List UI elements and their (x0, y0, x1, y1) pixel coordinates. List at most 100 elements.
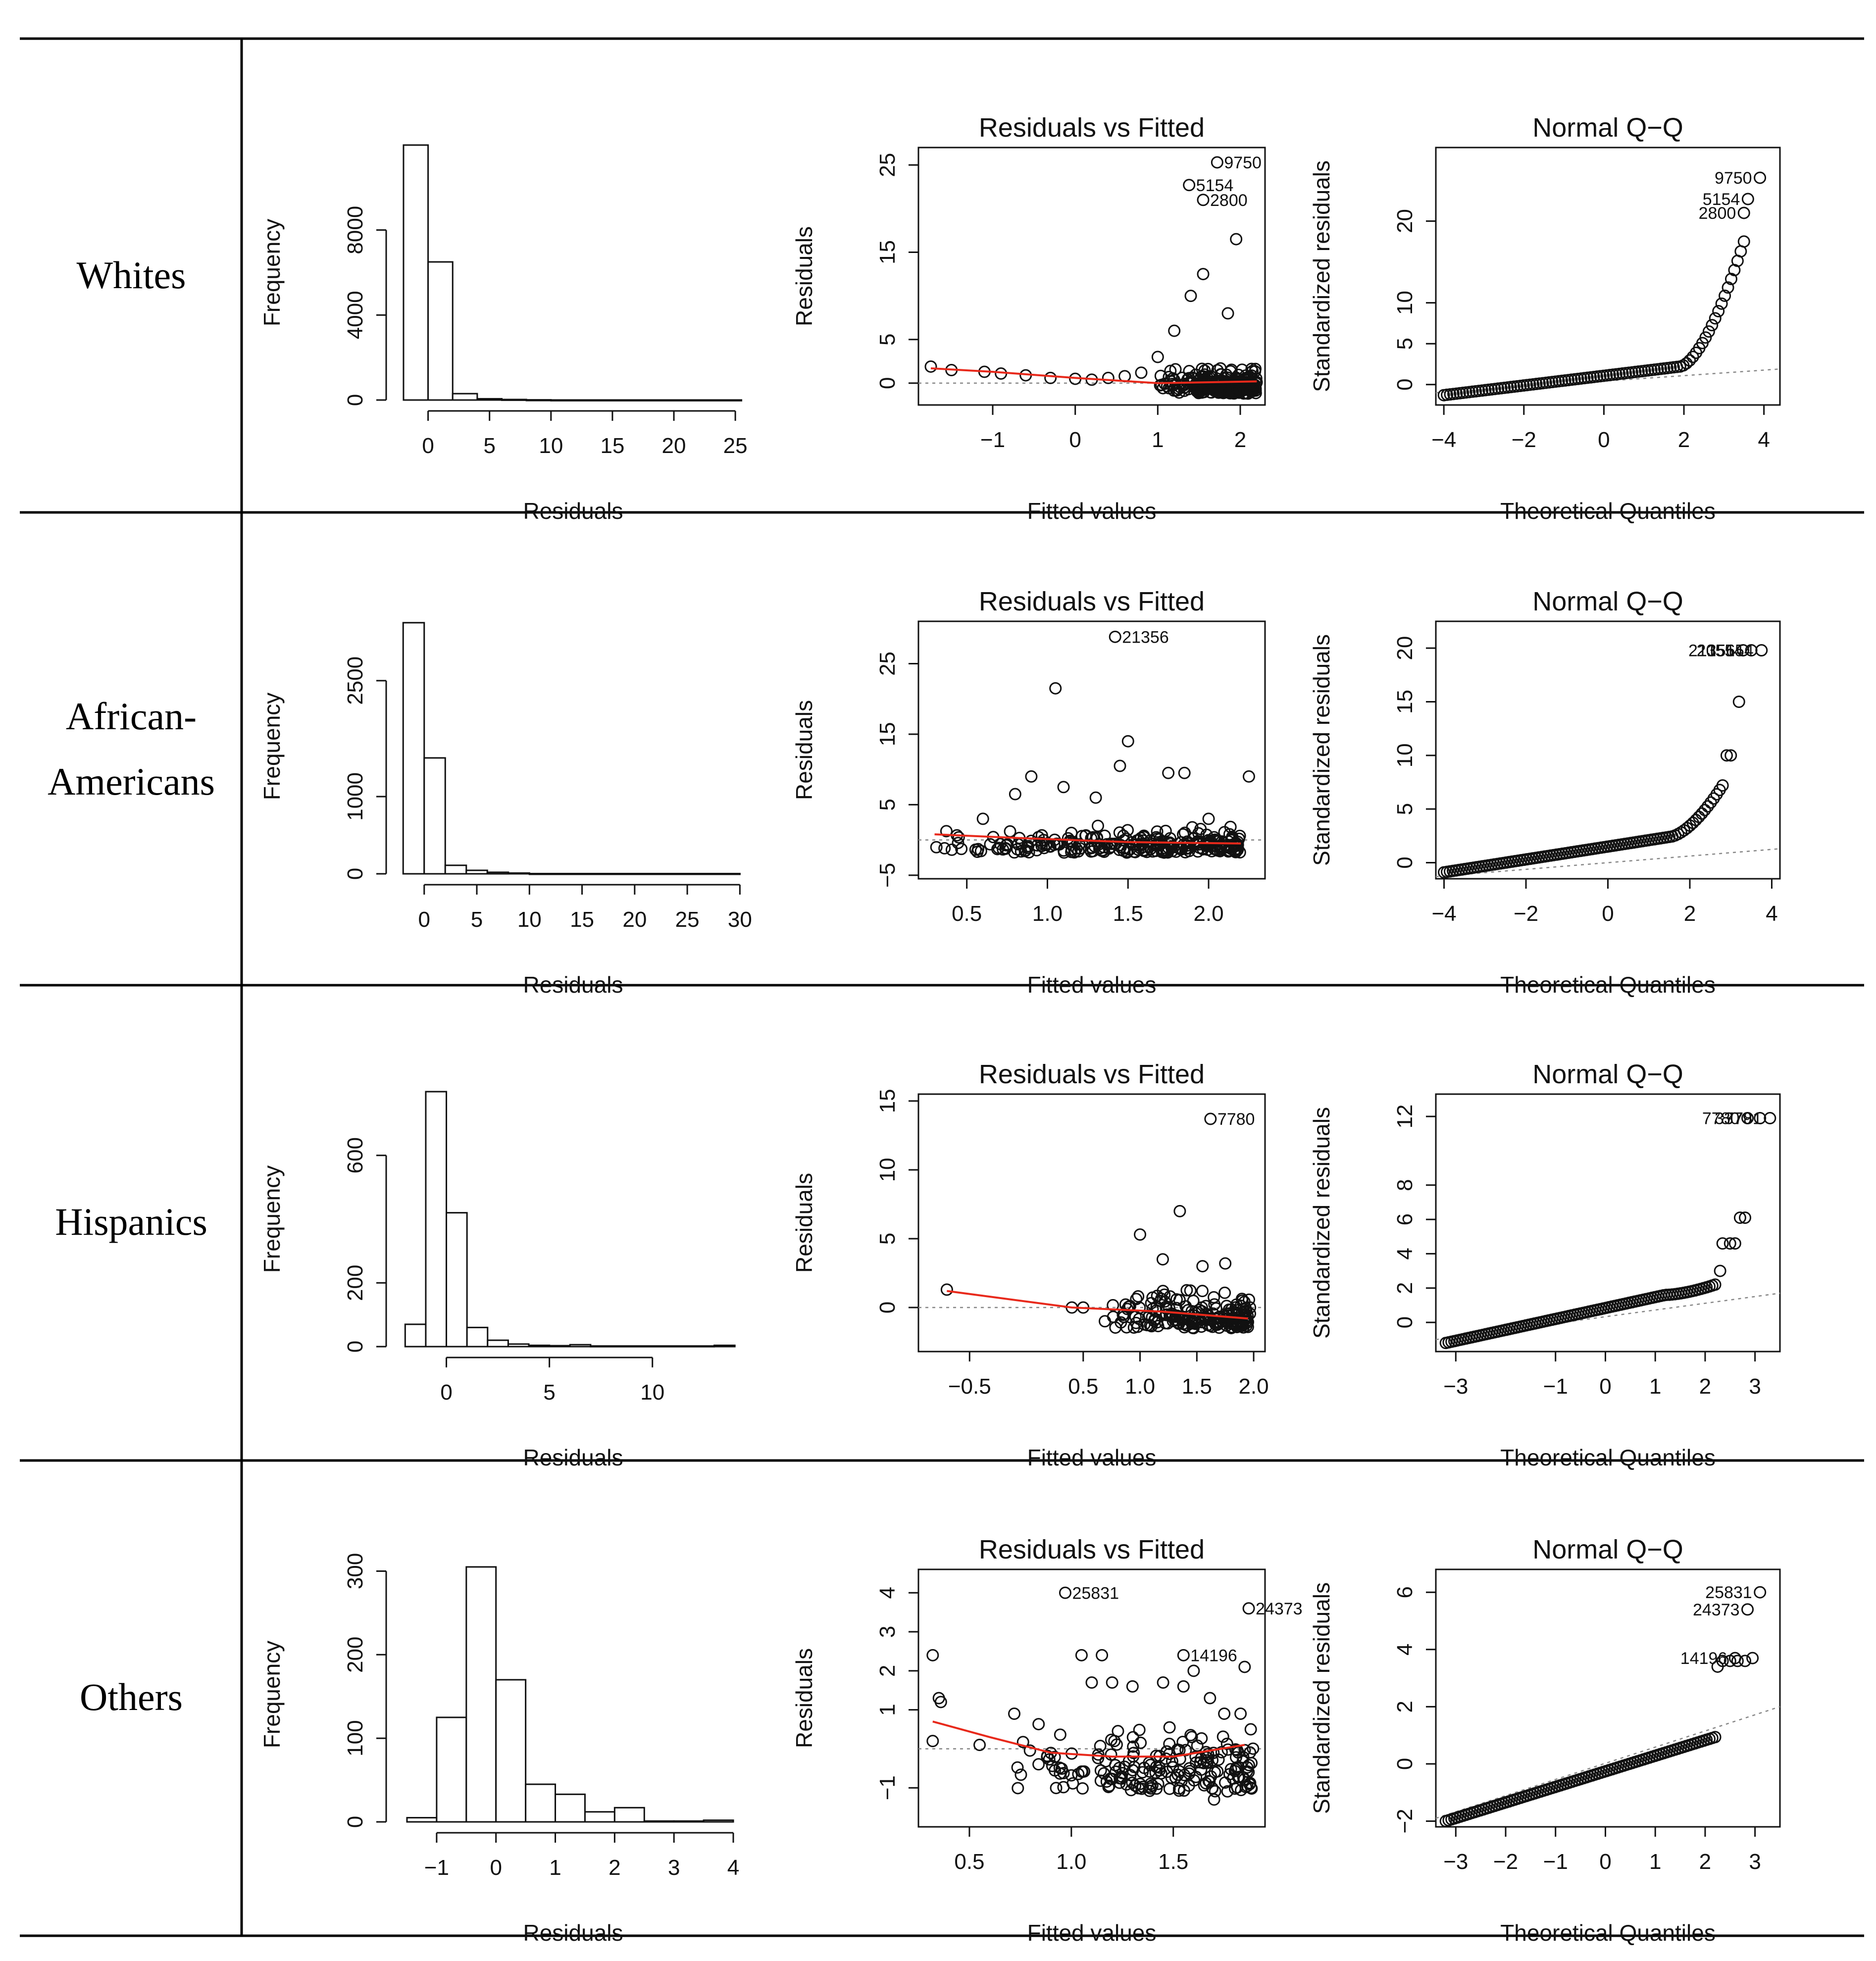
outlier-point (1242, 1602, 1255, 1615)
outlier-point (1204, 1112, 1217, 1125)
residual-point (1206, 1754, 1219, 1767)
outlier-point (1728, 1652, 1741, 1664)
residual-point (973, 1739, 986, 1752)
residual-point (1144, 843, 1157, 855)
histogram-bar (613, 1807, 645, 1823)
outlier-label: 2800 (1699, 204, 1736, 223)
residual-point (1014, 1768, 1027, 1781)
y-tick-label: 5 (1393, 803, 1417, 815)
residual-point (1215, 377, 1228, 390)
histogram-bar (436, 1716, 467, 1823)
qq-point (1737, 235, 1750, 248)
residual-point (1221, 307, 1234, 320)
residual-point (1127, 1321, 1140, 1334)
histogram-bar (507, 1343, 530, 1348)
residual-point (1130, 834, 1143, 847)
residual-point (1244, 1723, 1257, 1736)
x-tick-label: 10 (539, 434, 563, 458)
qq-point (1699, 331, 1712, 344)
residual-point (1004, 825, 1016, 838)
y-tick-label: 20 (1393, 636, 1417, 660)
residual-point (1032, 1758, 1045, 1771)
residual-point (1162, 766, 1175, 779)
x-tick-label: 2 (1678, 428, 1690, 452)
qq-point (1724, 1237, 1736, 1250)
residual-point (1221, 1785, 1234, 1798)
outlier-label: 21356 (1688, 642, 1735, 660)
x-tick-label: 0 (440, 1380, 452, 1405)
residual-point (1091, 831, 1104, 844)
x-tick-label: 0 (1598, 428, 1610, 452)
residuals-vs-fitted-chart: 0.5 1.0 1.5 2.0 −5 5 15 25 21356 Residuals vs Fit… (791, 587, 1266, 998)
y-tick-label: −1 (875, 1775, 900, 1800)
residual-point (1187, 1294, 1200, 1307)
x-tick-label: −0.5 (948, 1374, 991, 1399)
x-tick-label: 20 (662, 434, 686, 458)
outlier-point (1741, 1603, 1754, 1616)
residual-point (1171, 1314, 1184, 1327)
lowess-smooth-line (932, 1720, 1245, 1758)
chart-title: Normal Q−Q (1532, 1535, 1683, 1564)
residual-point (1116, 1767, 1129, 1780)
x-tick-label: 1 (1152, 428, 1164, 452)
y-tick-label: 2500 (343, 656, 367, 705)
residual-point (1175, 1774, 1188, 1787)
y-tick-label: 0 (343, 868, 367, 880)
outlier-point (1741, 1112, 1754, 1125)
residual-point (1019, 844, 1032, 856)
residual-point (955, 843, 968, 855)
x-tick-label: 30 (728, 907, 752, 932)
qq-point (1686, 351, 1699, 363)
x-tick-label: 1.5 (1182, 1374, 1212, 1399)
x-tick-label: −1 (1543, 1850, 1568, 1874)
x-tick-label: 15 (600, 434, 624, 458)
outlier-label: 20554 (1697, 642, 1744, 660)
x-tick-label: 2 (1684, 902, 1696, 926)
residual-point (1150, 1782, 1163, 1795)
residual-point (1134, 1228, 1147, 1241)
y-axis-label: Residuals (791, 1173, 817, 1273)
histogram-bar (550, 399, 743, 402)
chart-title: Residuals vs Fitted (979, 1059, 1205, 1089)
outlier-point (1211, 156, 1223, 169)
x-axis-label: Residuals (523, 498, 623, 524)
residual-point (952, 837, 964, 850)
histogram-bar (487, 1339, 509, 1348)
residual-point (1151, 351, 1164, 363)
y-tick-label: 6 (1393, 1586, 1417, 1598)
y-tick-label: 4 (1393, 1644, 1417, 1656)
x-axis-label: Residuals (523, 1920, 623, 1946)
x-tick-label: 1 (549, 1856, 561, 1880)
residual-point (1163, 1721, 1176, 1734)
qq-point (1731, 1655, 1744, 1667)
histogram-bar (525, 399, 552, 402)
y-axis-label: Standardized residuals (1309, 160, 1334, 392)
outlier-label: 24373 (1693, 1601, 1740, 1619)
y-axis-label: Frequency (259, 693, 285, 800)
histogram-bar (427, 261, 454, 401)
residual-point (1210, 374, 1222, 387)
outlier-label: 21356 (1122, 628, 1169, 647)
qq-point (1738, 1655, 1751, 1667)
residual-point (1106, 1676, 1118, 1689)
outlier-point (1109, 630, 1121, 643)
residual-point (1183, 365, 1196, 378)
x-axis-label: Theoretical Quantiles (1500, 972, 1716, 998)
residual-point (940, 1283, 953, 1296)
residual-point (1243, 1293, 1256, 1306)
outlier-point (1059, 1586, 1071, 1599)
residual-point (1135, 366, 1148, 379)
residual-point (1183, 1767, 1196, 1780)
residual-point (1177, 1680, 1190, 1693)
qq-point (1724, 272, 1737, 285)
qq-point (1733, 1211, 1746, 1224)
x-tick-label: −1 (980, 428, 1005, 452)
y-tick-label: 0 (1393, 856, 1417, 868)
residual-point (1008, 1708, 1021, 1720)
residual-point (1143, 1784, 1156, 1797)
residual-point (1159, 1295, 1171, 1308)
residual-point (1113, 826, 1126, 839)
residual-point (1110, 1738, 1123, 1751)
